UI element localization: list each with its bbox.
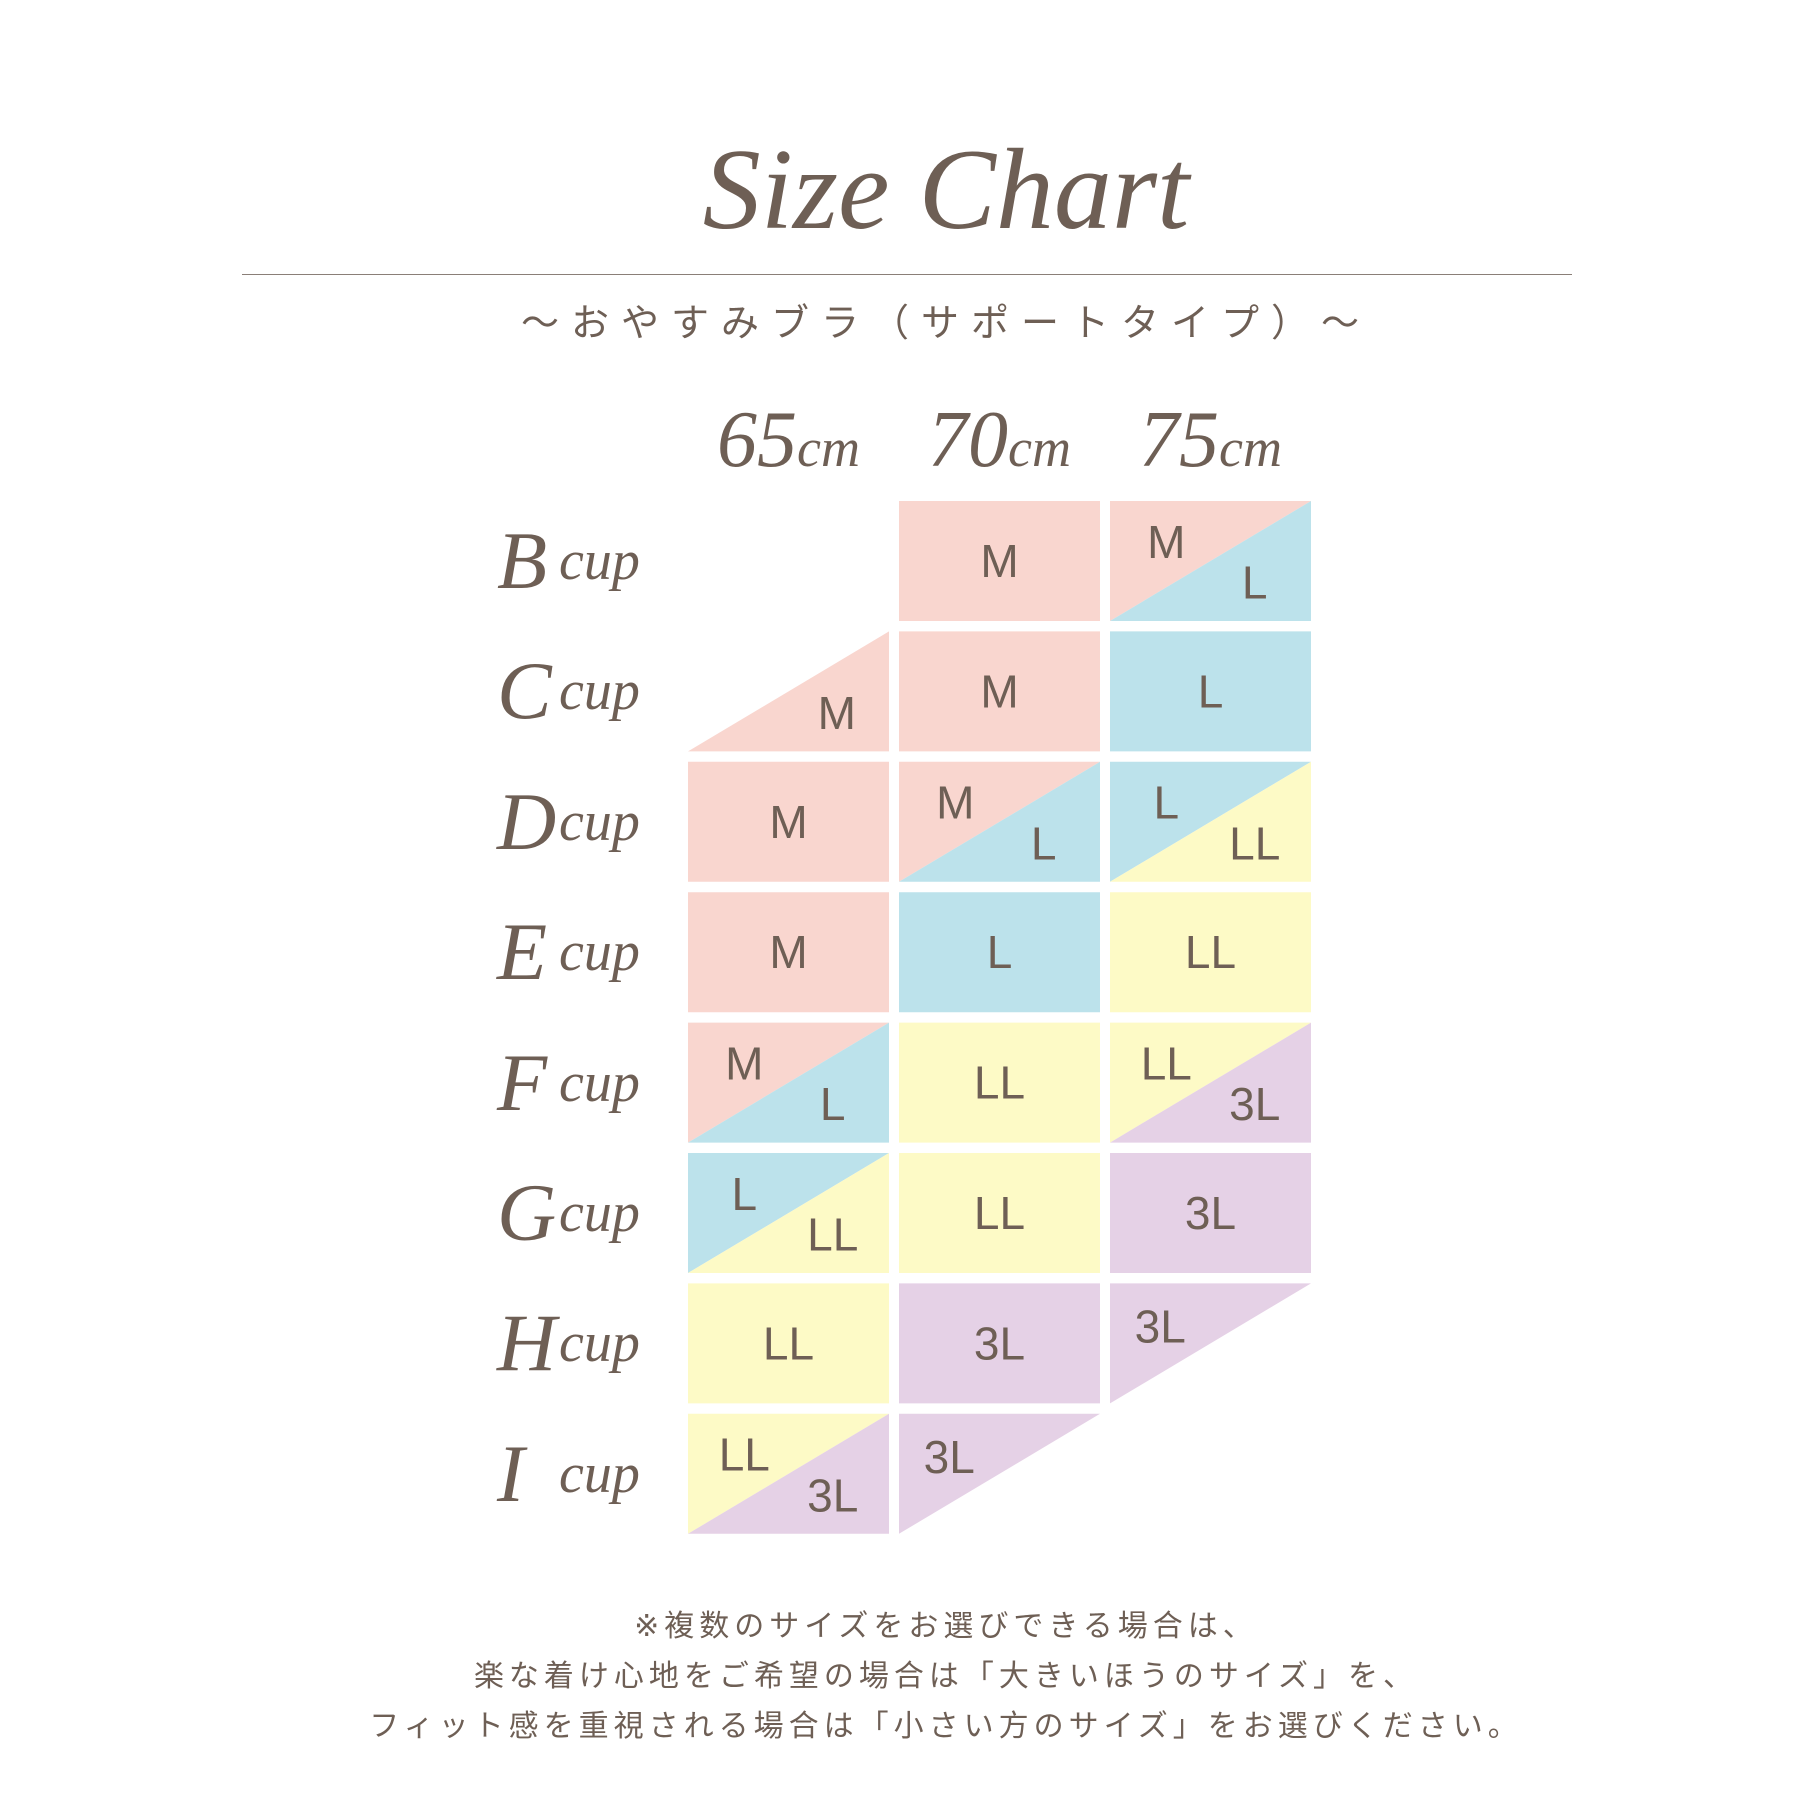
cell-3L — [1110, 1153, 1311, 1273]
size-label-upper: L — [731, 1168, 757, 1220]
product-subtitle: ～おやすみブラ（サポートタイプ）～ — [520, 301, 1371, 345]
size-label: LL — [1185, 926, 1236, 978]
column-header-65: 65cm — [717, 396, 860, 484]
size-label-upper: LL — [1141, 1037, 1192, 1089]
title-divider — [242, 274, 1572, 275]
cell-upper-3L — [899, 1413, 1100, 1534]
size-label: 3L — [974, 1317, 1025, 1369]
cell-LL — [688, 1283, 889, 1404]
size-label-upper: M — [1147, 516, 1185, 568]
size-label-upper: 3L — [1135, 1301, 1186, 1353]
cell-LL — [1110, 892, 1311, 1013]
cell-L — [899, 892, 1100, 1013]
footnote-line-1: ※複数のサイズをお選びできる場合は、 — [634, 1609, 1258, 1644]
size-label: L — [987, 926, 1013, 978]
size-label-upper: LL — [719, 1429, 770, 1481]
column-header-70: 70cm — [928, 396, 1071, 484]
size-label-upper: L — [1153, 777, 1179, 829]
size-label: LL — [763, 1317, 814, 1369]
footnote-line-2: 楽な着け心地をご希望の場合は「大きいほうのサイズ」を、 — [473, 1659, 1419, 1694]
size-label-lower: L — [1031, 817, 1057, 869]
size-label: L — [1198, 665, 1224, 717]
size-label-lower: L — [820, 1078, 846, 1130]
size-label-upper: 3L — [924, 1431, 975, 1483]
cell-upper-3L — [1110, 1283, 1311, 1404]
cell-M — [688, 761, 889, 882]
size-label: LL — [974, 1187, 1025, 1239]
size-label: M — [980, 535, 1018, 587]
cell-lower-3L — [1110, 1022, 1311, 1143]
cell-lower-3L — [688, 1413, 889, 1534]
size-label: LL — [974, 1057, 1025, 1109]
cell-L — [1110, 631, 1311, 752]
size-label-upper: M — [936, 777, 974, 829]
size-label: M — [769, 796, 807, 848]
footnote-line-3: フィット感を重視される場合は「小さい方のサイズ」をお選びください。 — [369, 1709, 1523, 1744]
size-label-upper: M — [725, 1037, 763, 1089]
cell-LL — [899, 1153, 1100, 1273]
cell-M — [688, 892, 889, 1013]
cell-lower-L — [899, 761, 1100, 882]
cell-lower-LL — [1110, 761, 1311, 882]
size-label-lower: M — [818, 687, 856, 739]
page-title: Size Chart — [702, 126, 1190, 254]
cell-lower-L — [688, 1022, 889, 1143]
cell-M — [899, 631, 1100, 752]
size-label: M — [980, 665, 1018, 717]
size-label: M — [769, 926, 807, 978]
cell-LL — [899, 1022, 1100, 1143]
cell-lower-M — [688, 631, 889, 752]
cell-lower-L — [1110, 501, 1311, 621]
size-label-lower: LL — [807, 1209, 858, 1261]
size-label-lower: 3L — [807, 1469, 858, 1521]
size-label-lower: 3L — [1229, 1078, 1280, 1130]
cell-lower-LL — [688, 1153, 889, 1273]
size-label: 3L — [1185, 1187, 1236, 1239]
cell-3L — [899, 1283, 1100, 1404]
size-label-lower: LL — [1229, 817, 1280, 869]
column-header-75: 75cm — [1139, 396, 1282, 484]
cell-M — [899, 501, 1100, 621]
size-label-lower: L — [1242, 557, 1268, 609]
